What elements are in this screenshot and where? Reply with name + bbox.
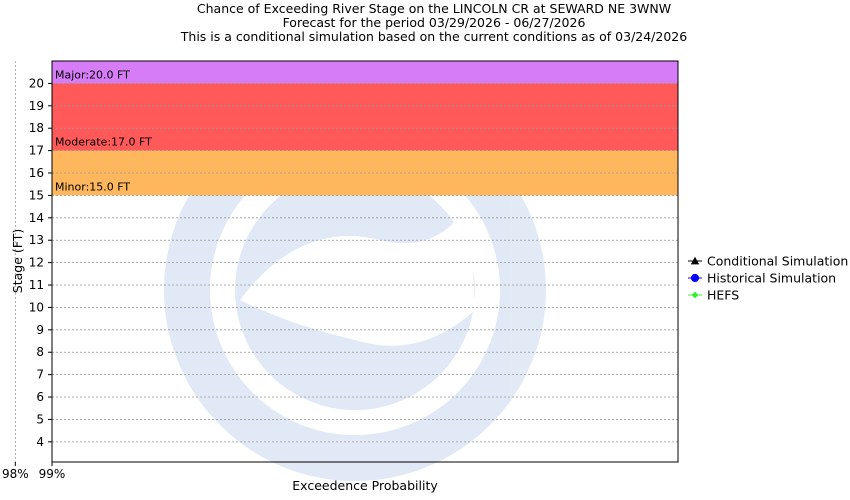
- y-tick-label: 6: [36, 390, 44, 404]
- band-label: Major:20.0 FT: [55, 68, 130, 81]
- y-tick-label: 14: [29, 211, 44, 225]
- y-tick-label: 12: [29, 256, 44, 270]
- y-tick-label: 15: [29, 188, 44, 202]
- x-tick-label: 98%: [2, 467, 29, 481]
- chart-title: Chance of Exceeding River Stage on the L…: [180, 1, 687, 44]
- legend-item: HEFS: [688, 288, 739, 303]
- band-1: [52, 83, 678, 151]
- x-axis-label: Exceedence Probability: [292, 478, 438, 493]
- y-tick-label: 9: [36, 323, 44, 337]
- y-tick-label: 20: [29, 76, 44, 90]
- y-axis-label: Stage (FT): [10, 229, 25, 293]
- band-label: Minor:15.0 FT: [55, 180, 130, 193]
- band-0: [52, 61, 678, 84]
- data-point: [690, 256, 700, 265]
- plot-frame: [51, 60, 679, 463]
- title-line-2: Forecast for the period 03/29/2026 - 06/…: [283, 15, 586, 30]
- y-tick-label: 17: [29, 144, 44, 158]
- legend-label: Conditional Simulation: [707, 254, 848, 269]
- x-axis-ticks: 99%98%95%90%80%70%60%50%40%30%20%10%5%2%…: [2, 462, 66, 481]
- y-tick-label: 4: [36, 435, 44, 449]
- y-tick-label: 7: [36, 368, 44, 382]
- y-tick-label: 13: [29, 233, 44, 247]
- y-tick-label: 16: [29, 166, 44, 180]
- band-label: Moderate:17.0 FT: [55, 136, 152, 149]
- legend-item: Historical Simulation: [688, 271, 836, 286]
- data-point: [690, 273, 700, 283]
- legend: Conditional Simulation Historical Simulat…: [688, 254, 848, 303]
- data-point: [691, 291, 699, 299]
- y-tick-label: 8: [36, 345, 44, 359]
- title-line-1: Chance of Exceeding River Stage on the L…: [197, 1, 671, 16]
- legend-item: Conditional Simulation: [688, 254, 848, 269]
- legend-label: Historical Simulation: [707, 271, 836, 286]
- y-tick-label: 11: [29, 278, 44, 292]
- grid-lines: [14, 61, 678, 462]
- y-tick-label: 10: [29, 300, 44, 314]
- x-tick-label: 99%: [39, 467, 66, 481]
- y-axis-ticks: 4 5 6 7 8 9 10 11 12 13 14 15 16 17 18 19 20: [29, 76, 52, 449]
- title-line-3: This is a conditional simulation based o…: [180, 29, 687, 44]
- legend-label: HEFS: [707, 288, 739, 303]
- y-tick-label: 18: [29, 121, 44, 135]
- y-tick-label: 5: [36, 412, 44, 426]
- y-tick-label: 19: [29, 99, 44, 113]
